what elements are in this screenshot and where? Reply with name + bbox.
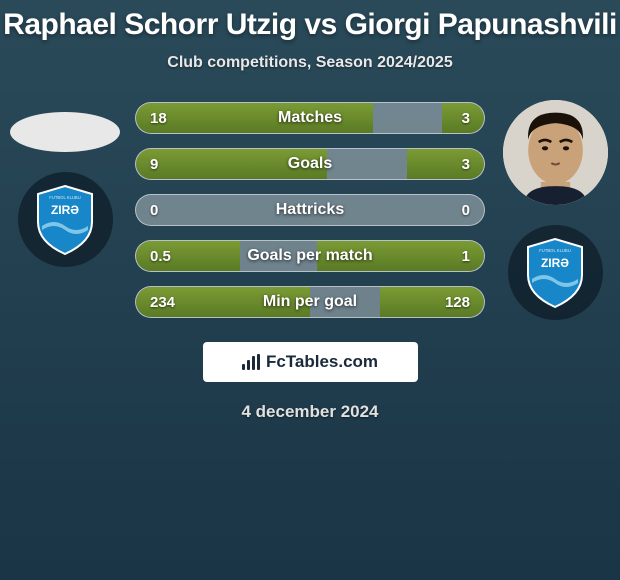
subtitle: Club competitions, Season 2024/2025 xyxy=(0,54,620,72)
svg-text:ZIRƏ: ZIRƏ xyxy=(541,256,569,270)
stat-row: 9Goals3 xyxy=(135,148,485,180)
player-right-column: ZIRƏ FUTBOL KLUBU xyxy=(490,100,620,320)
stat-value-right: 3 xyxy=(462,156,470,173)
svg-text:ZIRƏ: ZIRƏ xyxy=(51,203,79,217)
stat-label: Min per goal xyxy=(136,293,484,311)
page-title: Raphael Schorr Utzig vs Giorgi Papunashv… xyxy=(0,8,620,42)
stat-label: Goals xyxy=(136,155,484,173)
bars-icon xyxy=(242,354,260,370)
stat-value-right: 1 xyxy=(462,248,470,265)
stats-list: 18Matches3 9Goals3 0Hattricks0 0.5Goals per… xyxy=(135,100,485,318)
player-right-avatar xyxy=(503,100,608,205)
svg-text:FUTBOL KLUBU: FUTBOL KLUBU xyxy=(539,248,571,253)
player-left-club-badge: ZIRƏ FUTBOL KLUBU xyxy=(18,172,113,267)
player-left-avatar xyxy=(10,112,120,152)
stat-row: 0Hattricks0 xyxy=(135,194,485,226)
stat-label: Goals per match xyxy=(136,247,484,265)
person-icon xyxy=(503,100,608,205)
stat-value-right: 0 xyxy=(462,202,470,219)
player-left-column: ZIRƏ FUTBOL KLUBU xyxy=(0,100,130,267)
player-right-club-badge: ZIRƏ FUTBOL KLUBU xyxy=(508,225,603,320)
stat-row: 234Min per goal128 xyxy=(135,286,485,318)
stat-label: Matches xyxy=(136,109,484,127)
shield-icon: ZIRƏ FUTBOL KLUBU xyxy=(34,184,96,256)
branding-badge[interactable]: FcTables.com xyxy=(203,342,418,382)
stat-value-right: 3 xyxy=(462,110,470,127)
shield-icon: ZIRƏ FUTBOL KLUBU xyxy=(524,237,586,309)
branding-text: FcTables.com xyxy=(266,352,378,372)
stat-row: 0.5Goals per match1 xyxy=(135,240,485,272)
stat-value-right: 128 xyxy=(445,294,470,311)
date-label: 4 december 2024 xyxy=(0,402,620,422)
comparison-area: ZIRƏ FUTBOL KLUBU xyxy=(0,100,620,422)
svg-text:FUTBOL KLUBU: FUTBOL KLUBU xyxy=(49,195,81,200)
stat-row: 18Matches3 xyxy=(135,102,485,134)
stat-label: Hattricks xyxy=(136,201,484,219)
